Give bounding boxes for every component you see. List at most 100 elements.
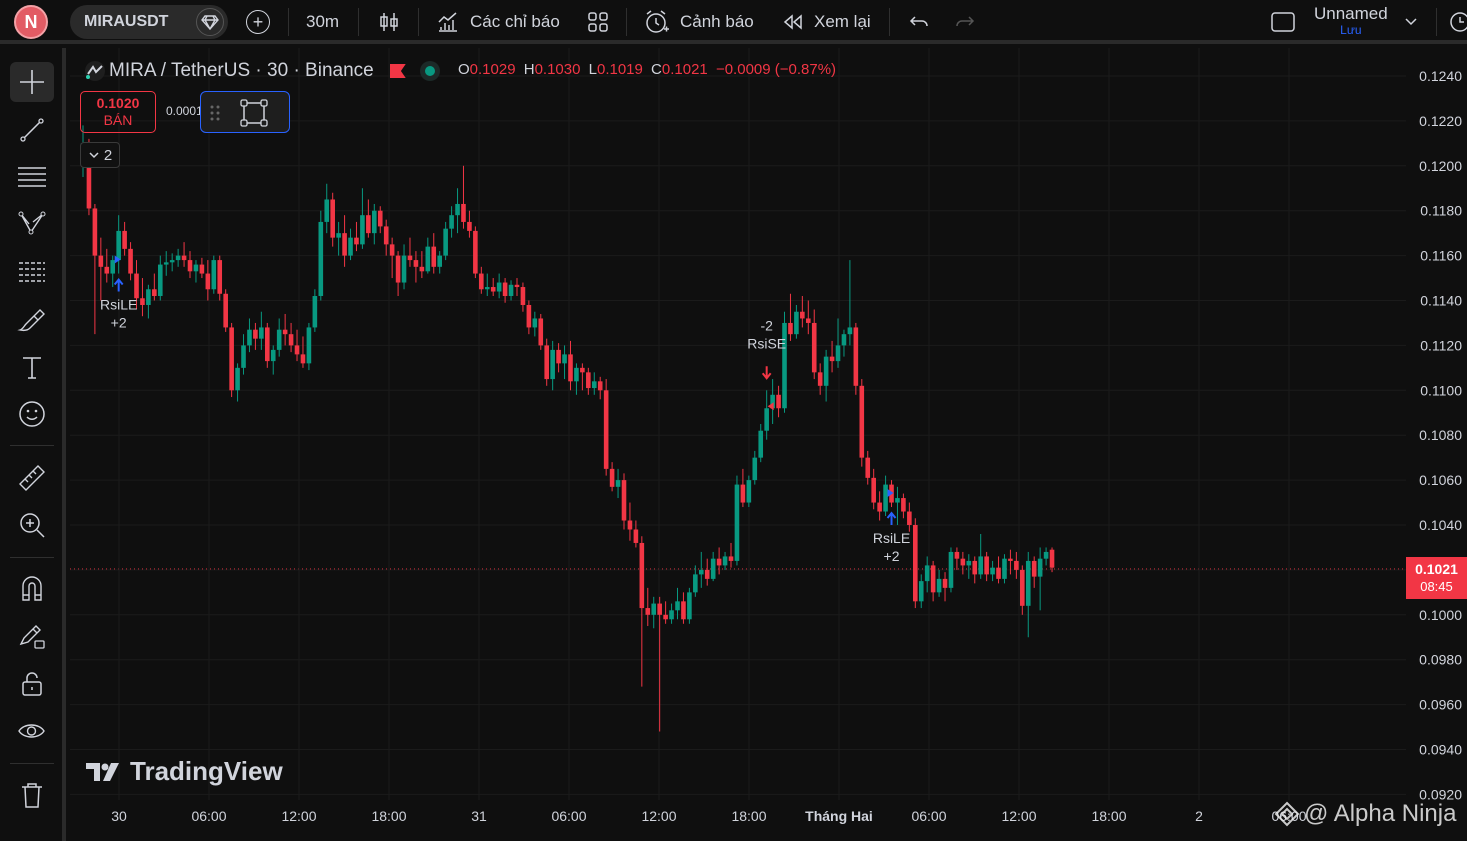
time-tick-label: 12:00 <box>281 808 316 824</box>
quick-search-button[interactable] <box>1448 0 1467 44</box>
candle-body <box>966 560 972 566</box>
premium-gem-icon[interactable] <box>196 8 224 36</box>
chart-type-button[interactable] <box>377 0 401 44</box>
layout-name-button[interactable]: Unnamed Lưu <box>1314 5 1388 39</box>
candle-body <box>467 221 472 231</box>
candle-body <box>550 349 555 380</box>
text-tool[interactable] <box>10 347 54 387</box>
entry-marker-icon <box>114 255 121 264</box>
candle-body <box>800 311 805 319</box>
arrow-up-icon <box>886 511 897 526</box>
drag-handle-icon[interactable] <box>209 104 221 122</box>
candle <box>817 363 823 395</box>
candle <box>520 282 526 312</box>
candle <box>395 251 401 297</box>
candle-body <box>104 266 110 274</box>
candle-body <box>669 610 674 620</box>
candle-body <box>425 246 431 272</box>
time-tick-label: 12:00 <box>1001 808 1036 824</box>
candle-body <box>621 480 627 521</box>
candle-body <box>758 430 764 458</box>
layout-name: Unnamed <box>1314 4 1388 23</box>
floating-toolbar[interactable] <box>200 91 290 133</box>
candle <box>794 304 799 339</box>
emoji-tool[interactable] <box>10 394 54 434</box>
crosshair-tool[interactable] <box>10 62 54 102</box>
magnet-tool[interactable] <box>10 568 54 608</box>
time-tick-label: 06:00 <box>911 808 946 824</box>
candle-body <box>175 255 181 261</box>
pattern-tool[interactable] <box>10 204 54 244</box>
zoom-tool[interactable] <box>10 505 54 545</box>
candle-body <box>443 228 448 256</box>
candle-body <box>401 255 407 283</box>
indicators-button[interactable]: Các chỉ báo <box>436 0 560 44</box>
tradingview-logo[interactable]: TradingView <box>84 756 283 787</box>
candle-body <box>639 542 645 609</box>
compare-symbol-button[interactable]: + <box>246 0 270 44</box>
trendline-tool[interactable] <box>10 110 54 150</box>
candle <box>288 322 294 353</box>
layout-toggle-button[interactable] <box>1270 0 1296 44</box>
lock-tool[interactable] <box>10 664 54 704</box>
candle-body <box>716 558 722 566</box>
replay-button[interactable]: Xem lại <box>782 0 871 44</box>
candle <box>360 188 365 249</box>
arrow-up-icon <box>113 277 124 292</box>
visibility-tool[interactable] <box>10 712 54 752</box>
horizontal-lines-icon <box>18 167 46 187</box>
candle <box>413 251 419 283</box>
candle <box>984 551 989 582</box>
chart-area[interactable]: RsiLE +2 -2 RsiSE RsiLE +2 0.1240 0.1220 0.1200… <box>70 48 1467 841</box>
rewind-icon <box>783 14 802 30</box>
candle <box>645 587 651 627</box>
candle <box>1031 556 1037 588</box>
time-scale[interactable]: 30 06:00 12:00 18:00 31 06:00 12:00 18:00 Tháng … <box>70 800 1467 841</box>
layout-menu-button[interactable] <box>1404 0 1418 44</box>
candle-body <box>199 264 205 274</box>
sell-price: 0.1020 <box>96 95 140 111</box>
candle <box>918 574 924 609</box>
last-price-value: 0.1021 <box>1415 561 1458 577</box>
candle <box>157 255 163 301</box>
sell-button[interactable]: 0.1020 BÁN <box>80 91 156 133</box>
candle <box>342 215 347 267</box>
candle-body <box>877 502 882 512</box>
trash-icon <box>22 783 42 808</box>
price-scale[interactable]: 0.1240 0.1220 0.1200 0.1180 0.1160 0.1140 0.11… <box>1406 48 1467 841</box>
undo-button[interactable] <box>908 0 930 44</box>
candle <box>990 560 995 582</box>
fib-tool[interactable] <box>10 252 54 292</box>
alerts-button[interactable]: Cảnh báo <box>644 0 754 44</box>
strategy-signals: RsiLE +2 -2 RsiSE RsiLE +2 <box>100 255 910 564</box>
horizontal-lines-tool[interactable] <box>10 156 54 196</box>
symbol-search-button[interactable]: MIRAUSDT <box>70 5 228 39</box>
candle <box>152 273 157 301</box>
signal-long: RsiLE +2 <box>100 255 137 331</box>
lock-drawings-tool[interactable] <box>10 616 54 656</box>
candle <box>467 210 472 238</box>
select-rectangle-icon[interactable] <box>239 98 269 128</box>
candle <box>419 251 425 279</box>
flag-icon[interactable] <box>389 64 406 78</box>
candle-body <box>324 199 330 222</box>
candle <box>235 363 240 402</box>
candle-body <box>1002 558 1007 579</box>
candle-body <box>823 356 829 386</box>
interval-button[interactable]: 30m <box>306 12 340 31</box>
redo-button[interactable] <box>954 0 976 44</box>
candle <box>140 278 145 317</box>
market-status-icon[interactable] <box>419 61 440 81</box>
indicators-collapse-button[interactable]: 2 <box>80 142 120 168</box>
price-tick-label: 0.1160 <box>1420 248 1462 264</box>
candle-body <box>960 558 966 566</box>
templates-button[interactable] <box>586 0 610 44</box>
brush-tool[interactable] <box>10 300 54 340</box>
remove-drawings-tool[interactable] <box>10 775 54 815</box>
chart-legend[interactable]: MIRA / TetherUS · 30 · Binance <box>84 58 440 84</box>
candle <box>502 278 508 303</box>
price-chart[interactable]: RsiLE +2 -2 RsiSE RsiLE +2 0.1240 0.1220 0.1200… <box>70 48 1467 841</box>
user-avatar[interactable]: N <box>14 5 48 39</box>
candle-body <box>728 556 734 561</box>
measure-tool[interactable] <box>10 458 54 498</box>
